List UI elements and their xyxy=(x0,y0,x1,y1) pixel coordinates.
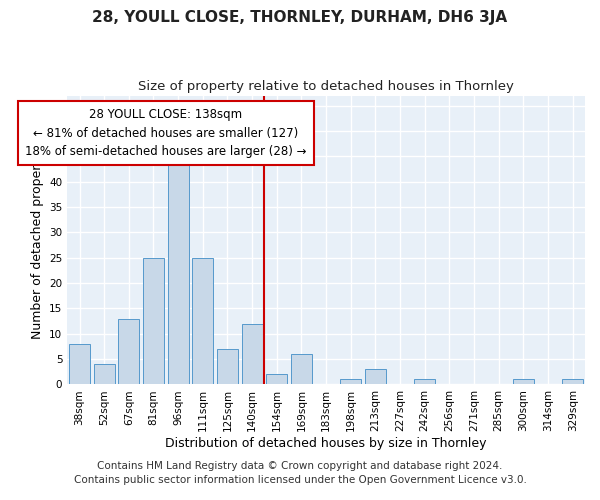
Text: 28, YOULL CLOSE, THORNLEY, DURHAM, DH6 3JA: 28, YOULL CLOSE, THORNLEY, DURHAM, DH6 3… xyxy=(92,10,508,25)
Bar xyxy=(562,380,583,384)
Bar xyxy=(167,152,188,384)
Y-axis label: Number of detached properties: Number of detached properties xyxy=(31,142,44,338)
Bar xyxy=(414,380,435,384)
Bar xyxy=(143,258,164,384)
Text: 28 YOULL CLOSE: 138sqm
← 81% of detached houses are smaller (127)
18% of semi-de: 28 YOULL CLOSE: 138sqm ← 81% of detached… xyxy=(25,108,307,158)
Bar xyxy=(291,354,312,384)
Bar xyxy=(242,324,263,384)
Bar xyxy=(118,318,139,384)
Bar xyxy=(340,380,361,384)
Bar xyxy=(266,374,287,384)
Bar xyxy=(513,380,534,384)
Bar xyxy=(193,258,213,384)
Title: Size of property relative to detached houses in Thornley: Size of property relative to detached ho… xyxy=(138,80,514,93)
Bar xyxy=(94,364,115,384)
Bar xyxy=(69,344,90,385)
Bar xyxy=(217,349,238,384)
Text: Contains HM Land Registry data © Crown copyright and database right 2024.
Contai: Contains HM Land Registry data © Crown c… xyxy=(74,461,526,485)
X-axis label: Distribution of detached houses by size in Thornley: Distribution of detached houses by size … xyxy=(166,437,487,450)
Bar xyxy=(365,370,386,384)
